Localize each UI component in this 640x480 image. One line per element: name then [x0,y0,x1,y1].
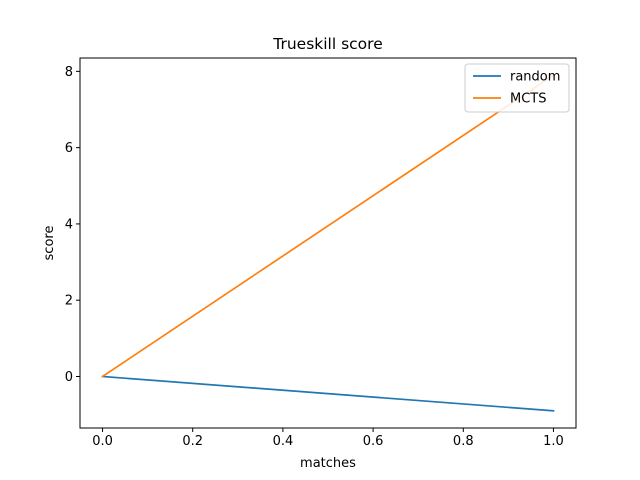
y-tick-label: 8 [65,65,73,80]
plot-frame [79,57,577,429]
y-tick-label: 4 [65,217,73,232]
legend-label: random [510,70,560,85]
x-tick-label: 0.2 [182,434,203,449]
y-tick-label: 2 [65,294,73,309]
chart-title: Trueskill score [272,35,382,53]
series-line-random [101,375,555,412]
legend-label: MCTS [510,92,547,107]
series-line-mcts [101,73,555,378]
x-tick-label: 0.4 [273,434,294,449]
x-axis-title: matches [300,456,356,471]
y-tick-label: 6 [65,141,73,156]
series-layer [101,73,555,412]
x-tick-label: 0.6 [363,434,384,449]
y-axis-ticks: 0 2 4 6 8 [65,65,80,385]
x-axis-ticks: 0.0 0.2 0.4 0.6 0.8 1.0 [92,428,564,449]
y-axis-title: score [42,226,57,261]
y-tick-label: 0 [65,370,73,385]
x-tick-label: 1.0 [543,434,564,449]
x-tick-label: 0.0 [92,434,113,449]
x-tick-label: 0.8 [453,434,474,449]
legend: random MCTS [464,63,570,113]
